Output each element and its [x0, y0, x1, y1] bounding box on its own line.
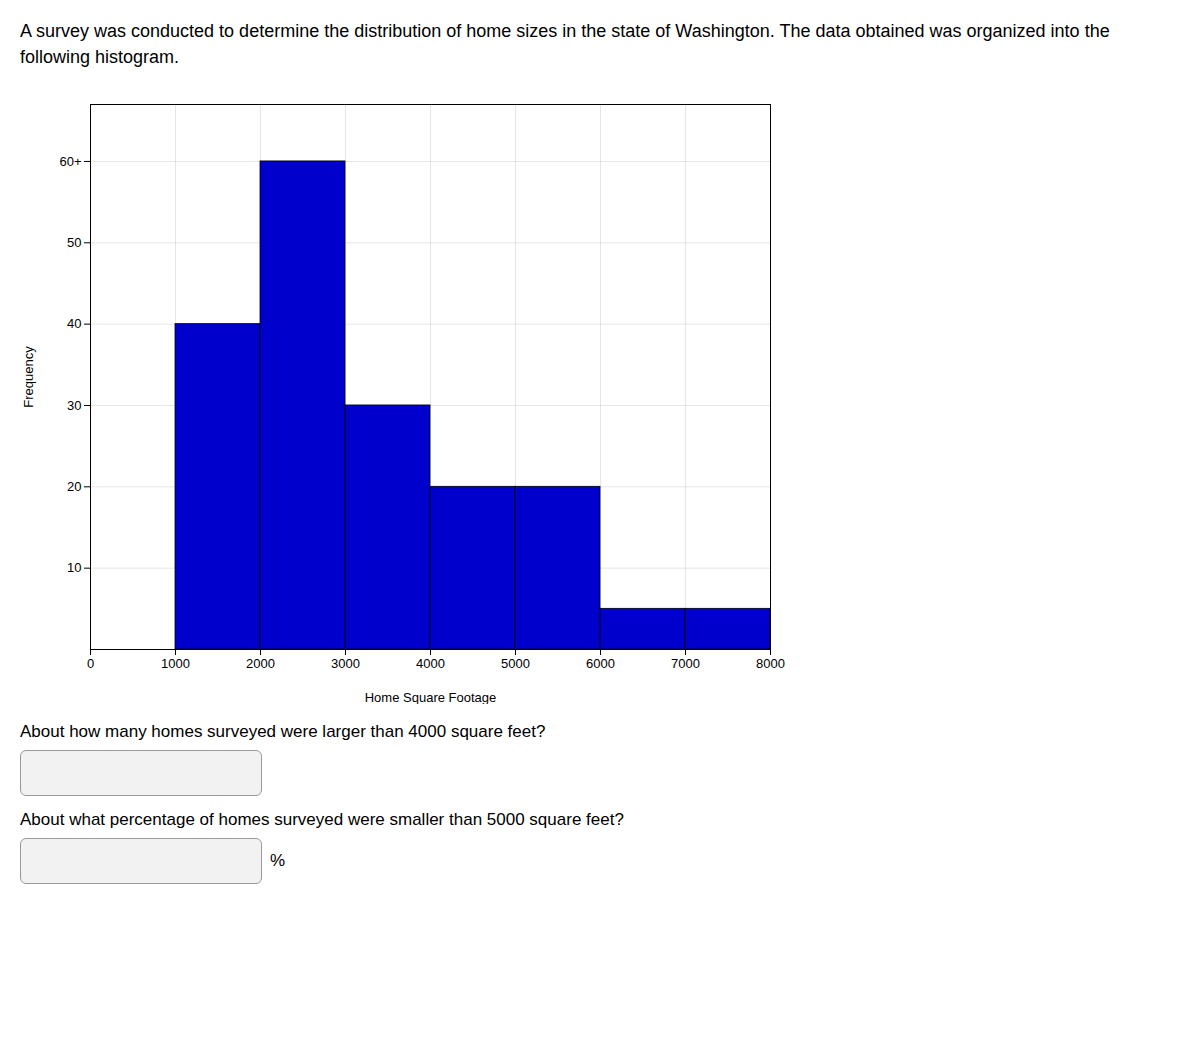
svg-text:Frequency: Frequency: [21, 346, 36, 408]
html-text:About what percentage of homes: About what percentage of homes surveyed …: [20, 810, 624, 830]
svg-text:3000: 3000: [331, 656, 360, 671]
svg-text:6000: 6000: [586, 656, 615, 671]
svg-text:20: 20: [67, 479, 81, 494]
svg-text:2000: 2000: [246, 656, 275, 671]
svg-text:10: 10: [67, 561, 81, 576]
svg-text:0: 0: [87, 656, 94, 671]
svg-text:5000: 5000: [501, 656, 530, 671]
svg-text:8000: 8000: [756, 656, 785, 671]
svg-text:50: 50: [67, 235, 81, 250]
svg-text:4000: 4000: [416, 656, 445, 671]
svg-text:40: 40: [67, 316, 81, 331]
svg-text:60+: 60+: [59, 154, 81, 169]
html-text:About how many homes surveyed: About how many homes surveyed were large…: [20, 722, 546, 742]
svg-text:7000: 7000: [671, 656, 700, 671]
html-text:A survey was conducted to dete: A survey was conducted to determine the …: [20, 21, 1110, 68]
svg-text:30: 30: [67, 398, 81, 413]
svg-text:Home Square Footage: Home Square Footage: [365, 690, 497, 705]
svg-text:1000: 1000: [161, 656, 190, 671]
